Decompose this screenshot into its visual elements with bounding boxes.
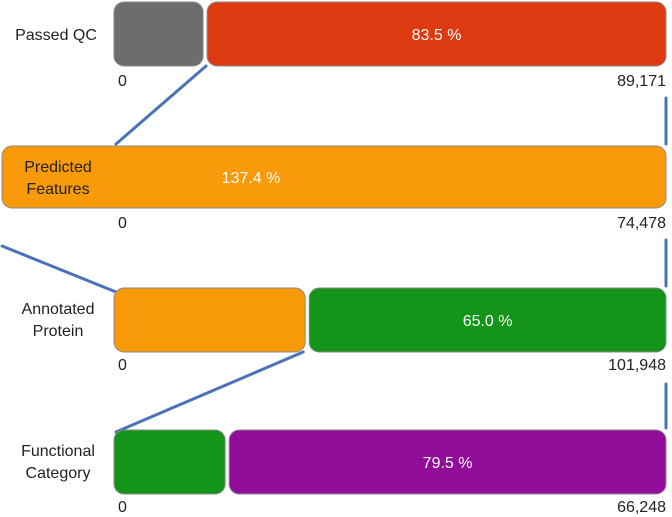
- row-label: Functional: [21, 443, 95, 460]
- connector-line: [0, 244, 118, 294]
- axis-max-label: 74,478: [617, 215, 666, 232]
- row-label: Predicted: [24, 159, 92, 176]
- row-label: Annotated: [22, 301, 95, 318]
- bars: [1, 1, 667, 495]
- axis-max-label: 66,248: [617, 499, 666, 516]
- bar-segment: [113, 1, 204, 67]
- bar-segment: [206, 1, 667, 67]
- axis-max-label: 89,171: [617, 73, 666, 90]
- connector-line: [114, 64, 208, 146]
- bar-segment: [113, 287, 306, 353]
- percent-label: 79.5 %: [423, 455, 473, 472]
- connector-lines: [0, 64, 668, 434]
- bar-segment: [308, 287, 667, 353]
- percent-label: 137.4 %: [222, 170, 281, 187]
- axis-min-label: 0: [118, 73, 127, 90]
- axis-min-label: 0: [118, 215, 127, 232]
- percent-label: 65.0 %: [463, 313, 513, 330]
- row-label: Protein: [33, 323, 84, 340]
- axis-min-label: 0: [118, 357, 127, 374]
- row-label: Category: [26, 465, 91, 482]
- bar-segment: [113, 429, 226, 495]
- labels: 83.5 % Passed QC 0 89,171 137.4 % Predicted Fe…: [15, 27, 666, 516]
- connector-line: [114, 350, 305, 434]
- row-label: Features: [26, 181, 89, 198]
- row-label: Passed QC: [15, 27, 97, 44]
- axis-min-label: 0: [118, 499, 127, 516]
- axis-max-label: 101,948: [608, 357, 666, 374]
- bar-segment: [1, 145, 667, 209]
- bar-segment: [228, 429, 667, 495]
- percent-label: 83.5 %: [412, 27, 462, 44]
